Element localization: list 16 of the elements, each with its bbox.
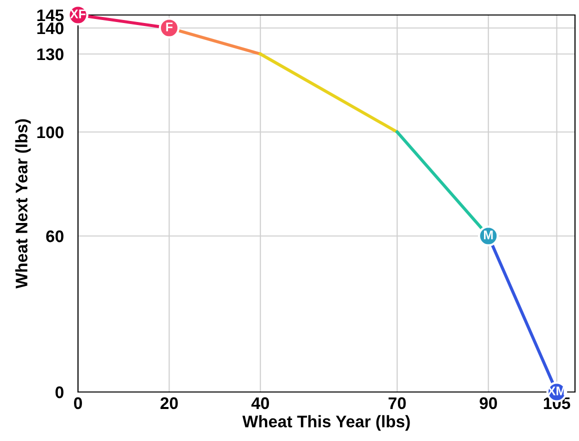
y-axis-title: Wheat Next Year (lbs) [15, 119, 31, 289]
y-tick-label: 145 [37, 10, 64, 22]
y-tick-label: 130 [37, 48, 64, 60]
x-tick-label: 0 [74, 397, 82, 410]
x-tick-label: 40 [251, 397, 269, 410]
annotation: M [484, 230, 493, 240]
y-tick-label: 140 [37, 22, 64, 34]
y-tick-label: 60 [46, 230, 64, 242]
y-tick-label: 0 [56, 386, 64, 398]
annotation: XF [70, 10, 86, 18]
x-axis-title: Wheat This Year (lbs) [242, 415, 410, 431]
annotation: F [166, 22, 173, 32]
x-tick-label: 20 [160, 397, 178, 410]
y-tick-label: 100 [37, 126, 64, 138]
x-tick-label: 90 [480, 397, 497, 410]
x-tick-label: 70 [388, 397, 406, 410]
